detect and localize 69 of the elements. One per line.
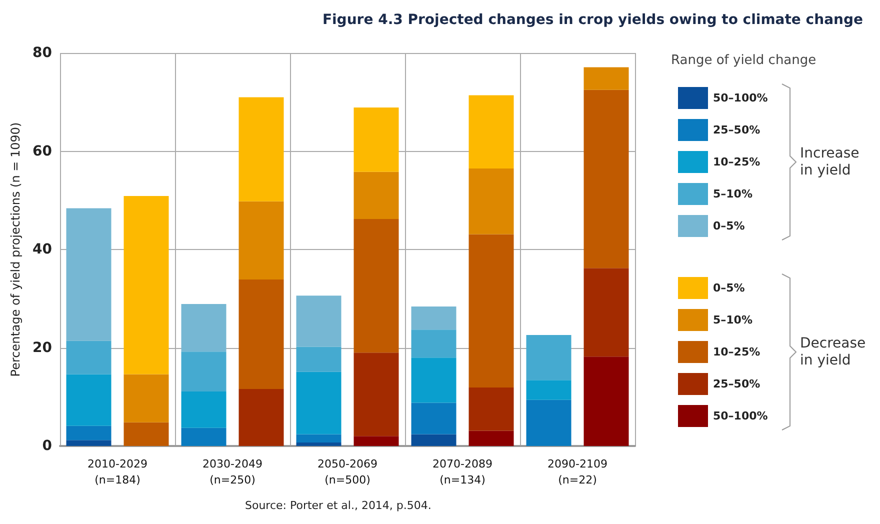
y-tick-label: 40 [32, 242, 52, 258]
y-tick-label: 60 [32, 143, 52, 160]
bar [354, 172, 399, 220]
bar [584, 90, 629, 268]
legend-label: 50–100% [713, 410, 768, 422]
bar [238, 97, 284, 202]
bar [66, 440, 112, 446]
legend-title: Range of yield change [671, 53, 816, 68]
bar [526, 380, 572, 400]
bar [468, 95, 514, 168]
chart-title: Figure 4.3 Projected changes in crop yields owing to climate change [322, 12, 864, 28]
x-tick-label: 2030-2049 (n=250) [202, 458, 262, 486]
bar [584, 67, 629, 90]
bar [181, 304, 226, 352]
bar [584, 268, 629, 357]
bar [66, 426, 112, 440]
bar [354, 108, 399, 172]
bar [124, 196, 169, 374]
bar [411, 330, 456, 358]
legend-label: 5–10% [713, 314, 752, 326]
bar [66, 374, 112, 426]
bar [411, 358, 456, 403]
bar [411, 306, 456, 330]
bar [296, 296, 342, 347]
bar [411, 402, 456, 434]
x-tick-label: 2070-2089 (n=134) [432, 458, 492, 486]
bar [238, 201, 284, 280]
legend-label: 0–5% [713, 282, 745, 294]
bar [296, 434, 342, 443]
y-tick-label: 0 [42, 438, 52, 454]
bar [468, 430, 514, 446]
legend-label: 10–25% [713, 346, 760, 358]
bar [468, 388, 514, 431]
bar [354, 436, 399, 446]
bar [181, 391, 226, 428]
bar [124, 374, 169, 422]
bar [181, 352, 226, 392]
bar [584, 356, 629, 446]
bar [124, 422, 169, 446]
legend-label: 25–50% [713, 378, 760, 390]
legend-label: 0–5% [713, 220, 745, 232]
bar [66, 340, 112, 374]
bar [526, 334, 572, 380]
y-axis-title: Percentage of yield projections (n = 1090) [8, 122, 23, 377]
bar [66, 208, 112, 341]
bar [296, 346, 342, 372]
bar [468, 168, 514, 234]
text: Decrease in yield [800, 336, 866, 368]
bar [354, 352, 399, 436]
x-tick-label: 2090-2109 (n=22) [548, 458, 608, 486]
bar [296, 442, 342, 446]
bar [411, 434, 456, 446]
bar [354, 219, 399, 353]
legend-label: 5–10% [713, 188, 752, 200]
bar [238, 389, 284, 446]
legend-label: 10–25% [713, 156, 760, 168]
bar [526, 400, 572, 446]
bar [468, 234, 514, 388]
y-tick-label: 20 [32, 340, 52, 356]
bar [296, 372, 342, 434]
bar [238, 279, 284, 390]
y-tick-label: 80 [32, 45, 52, 61]
legend-label: 25–50% [713, 124, 760, 136]
source-note: Source: Porter et al., 2014, p.504. [245, 499, 432, 512]
x-tick-label: 2010-2029 (n=184) [88, 458, 148, 486]
x-tick-label: 2050-2069 (n=500) [318, 458, 378, 486]
bar [181, 428, 226, 446]
text: Increase in yield [800, 146, 860, 178]
legend-label: 50–100% [713, 92, 768, 104]
